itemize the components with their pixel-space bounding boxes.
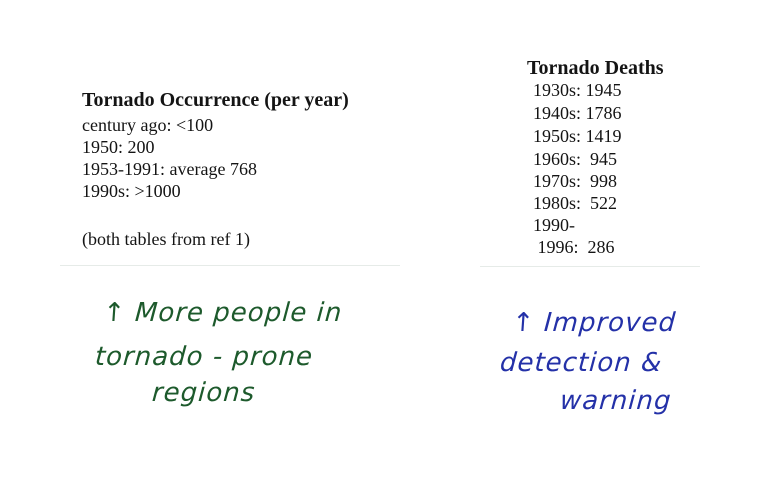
deaths-line: 1950s: 1419 — [533, 126, 622, 146]
note-line: detection & — [498, 348, 664, 378]
note-line: warning — [558, 386, 673, 416]
occurrence-line: 1990s: >1000 — [82, 181, 181, 201]
note-line: tornado - prone — [93, 342, 315, 372]
deaths-line: 1996: 286 — [533, 237, 615, 257]
note-line: ↑ Improved — [510, 308, 678, 338]
divider — [60, 265, 400, 266]
occurrence-title: Tornado Occurrence (per year) — [82, 89, 349, 111]
note-line: ↑ More people in — [101, 298, 344, 328]
deaths-line: 1930s: 1945 — [533, 80, 622, 100]
deaths-line: 1970s: 998 — [533, 171, 618, 191]
deaths-line: 1960s: 945 — [533, 149, 618, 169]
source-note: (both tables from ref 1) — [82, 229, 250, 249]
note-line: regions — [150, 378, 257, 408]
occurrence-line: 1953-1991: average 768 — [82, 159, 257, 179]
occurrence-line: 1950: 200 — [82, 137, 155, 157]
deaths-line: 1980s: 522 — [533, 193, 618, 213]
deaths-line: 1990- — [533, 215, 575, 235]
deaths-line: 1940s: 1786 — [533, 103, 622, 123]
divider — [480, 266, 700, 267]
deaths-title: Tornado Deaths — [527, 57, 664, 79]
occurrence-line: century ago: <100 — [82, 115, 214, 135]
